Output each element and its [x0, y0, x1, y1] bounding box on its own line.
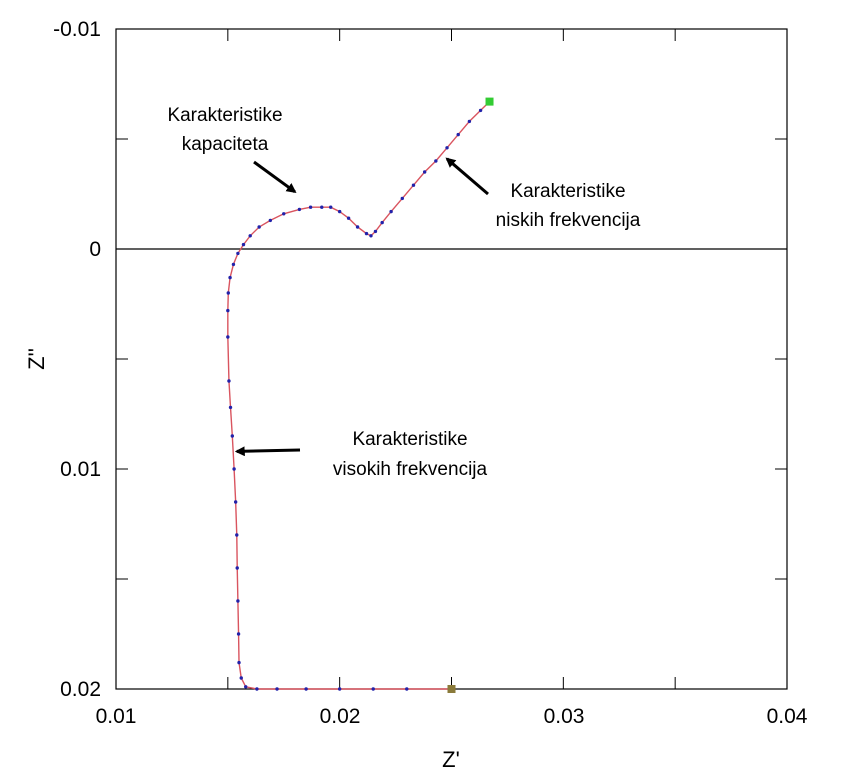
data-point — [337, 687, 342, 691]
annotation-arrow — [234, 446, 301, 457]
data-point — [371, 687, 375, 691]
annotation-capacitance-line1: Karakteristike — [167, 105, 282, 126]
data-point — [236, 251, 240, 256]
data-point — [478, 108, 483, 113]
data-point — [235, 533, 239, 537]
annotation-low-frequency-line1: Karakteristike — [510, 181, 625, 202]
data-point — [364, 231, 369, 236]
data-point — [445, 146, 449, 150]
start-point-marker — [447, 685, 456, 693]
impedance-curve — [227, 101, 491, 690]
data-markers — [226, 108, 483, 691]
data-point — [226, 335, 230, 339]
data-point — [369, 234, 373, 238]
data-point — [467, 119, 472, 124]
data-point — [230, 434, 235, 438]
data-point — [389, 209, 393, 214]
data-point — [257, 225, 261, 229]
axis-ticks — [115, 28, 788, 690]
data-point — [232, 467, 236, 471]
y-tick-labels: -0.01 0 0.01 0.02 — [53, 18, 101, 701]
x-axis-label: Z' — [442, 747, 460, 772]
data-point — [456, 132, 460, 137]
data-point — [422, 170, 427, 174]
annotation-low-frequency-line2: niskih frekvencija — [496, 210, 641, 231]
data-point — [275, 687, 279, 691]
data-point — [226, 291, 230, 295]
data-point — [405, 687, 409, 691]
data-point — [282, 212, 286, 216]
data-point — [255, 687, 259, 691]
data-point — [236, 632, 241, 636]
data-point — [337, 209, 342, 214]
data-point — [355, 225, 360, 229]
data-point — [227, 379, 231, 383]
data-point — [373, 229, 378, 234]
y-tick-label: 0.02 — [60, 678, 101, 701]
data-point — [228, 405, 233, 410]
y-tick-label: 0.01 — [60, 458, 101, 481]
x-tick-label: 0.01 — [96, 705, 137, 728]
data-point — [400, 196, 404, 201]
data-point — [226, 308, 230, 313]
annotation-arrow — [253, 160, 297, 194]
y-axis-label: Z'' — [24, 348, 49, 370]
data-point — [308, 205, 313, 209]
data-point — [380, 220, 384, 225]
x-tick-label: 0.03 — [544, 705, 585, 728]
data-point — [268, 218, 273, 223]
data-point — [434, 159, 438, 163]
annotation-high-frequency: Karakteristike visokih frekvencija — [234, 429, 488, 480]
annotation-high-frequency-line1: Karakteristike — [352, 429, 467, 450]
data-point — [411, 183, 416, 187]
data-point — [244, 685, 248, 689]
x-tick-label: 0.04 — [767, 705, 808, 728]
data-point — [239, 676, 243, 680]
annotation-capacitance: Karakteristike kapaciteta — [167, 105, 297, 194]
data-point — [241, 242, 246, 247]
data-point — [320, 205, 324, 209]
annotation-arrow — [445, 157, 489, 196]
data-point — [248, 234, 252, 238]
data-point — [235, 566, 239, 570]
data-point — [228, 275, 232, 280]
data-point — [304, 687, 308, 691]
data-point — [236, 599, 240, 603]
data-point — [346, 216, 351, 220]
annotation-low-frequency: Karakteristike niskih frekvencija — [445, 157, 641, 231]
data-point — [233, 500, 238, 504]
data-point — [237, 660, 241, 665]
y-tick-label: 0 — [89, 238, 101, 261]
x-tick-labels: 0.01 0.02 0.03 0.04 — [96, 705, 808, 728]
plot-area-frame — [115, 28, 788, 690]
y-tick-label: -0.01 — [53, 18, 101, 41]
x-tick-label: 0.02 — [320, 705, 361, 728]
data-point — [231, 262, 236, 267]
annotation-high-frequency-line2: visokih frekvencija — [333, 459, 488, 480]
data-point — [297, 207, 302, 212]
data-point — [329, 205, 333, 209]
annotation-capacitance-line2: kapaciteta — [182, 134, 269, 155]
end-point-marker — [485, 97, 494, 106]
